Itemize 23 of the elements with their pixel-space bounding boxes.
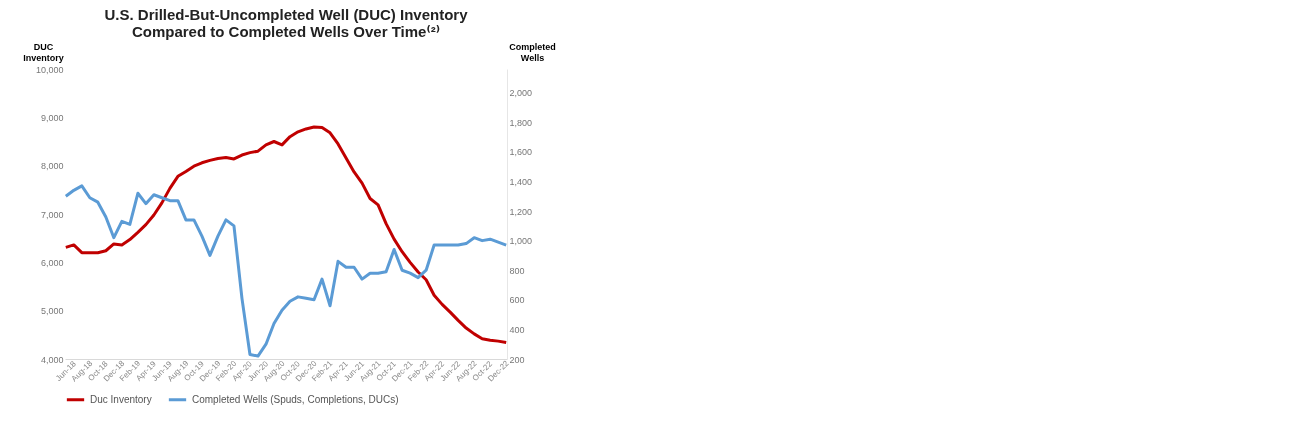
y2-tick-label: 1,200 (509, 206, 533, 217)
legend-label: Completed Wells (Spuds, Completions, DUCs) (192, 393, 399, 405)
legend-label: Duc Inventory (90, 393, 152, 405)
chart-title: U.S. Drilled-But-Uncompleted Well (DUC) Inventory Compared to Completed Wells Over Time⁽²⁾ (104, 6, 469, 40)
y-tick-label: 6,000 (40, 257, 64, 268)
y-axis-title: DUC Inventory (23, 41, 64, 63)
y2-tick-label: 2,000 (509, 88, 533, 99)
y2-tick-label: 600 (509, 295, 525, 306)
y2-axis-title: Completed Wells (509, 41, 556, 63)
y-tick-label: 10,000 (35, 64, 64, 75)
y2-tick-label: 200 (509, 354, 525, 365)
y-tick-label: 9,000 (40, 112, 64, 123)
y2-tick-label: 1,800 (509, 117, 533, 128)
y-tick-label: 7,000 (40, 209, 64, 220)
y2-tick-label: 800 (509, 265, 525, 276)
y-tick-label: 8,000 (40, 161, 64, 172)
y2-tick-label: 1,400 (509, 176, 533, 187)
line-series (64, 184, 508, 358)
y-tick-label: 5,000 (40, 306, 64, 317)
y2-tick-label: 1,000 (509, 236, 533, 247)
y2-tick-label: 400 (509, 324, 525, 335)
line-series (64, 125, 508, 345)
y2-tick-label: 1,600 (509, 147, 533, 158)
